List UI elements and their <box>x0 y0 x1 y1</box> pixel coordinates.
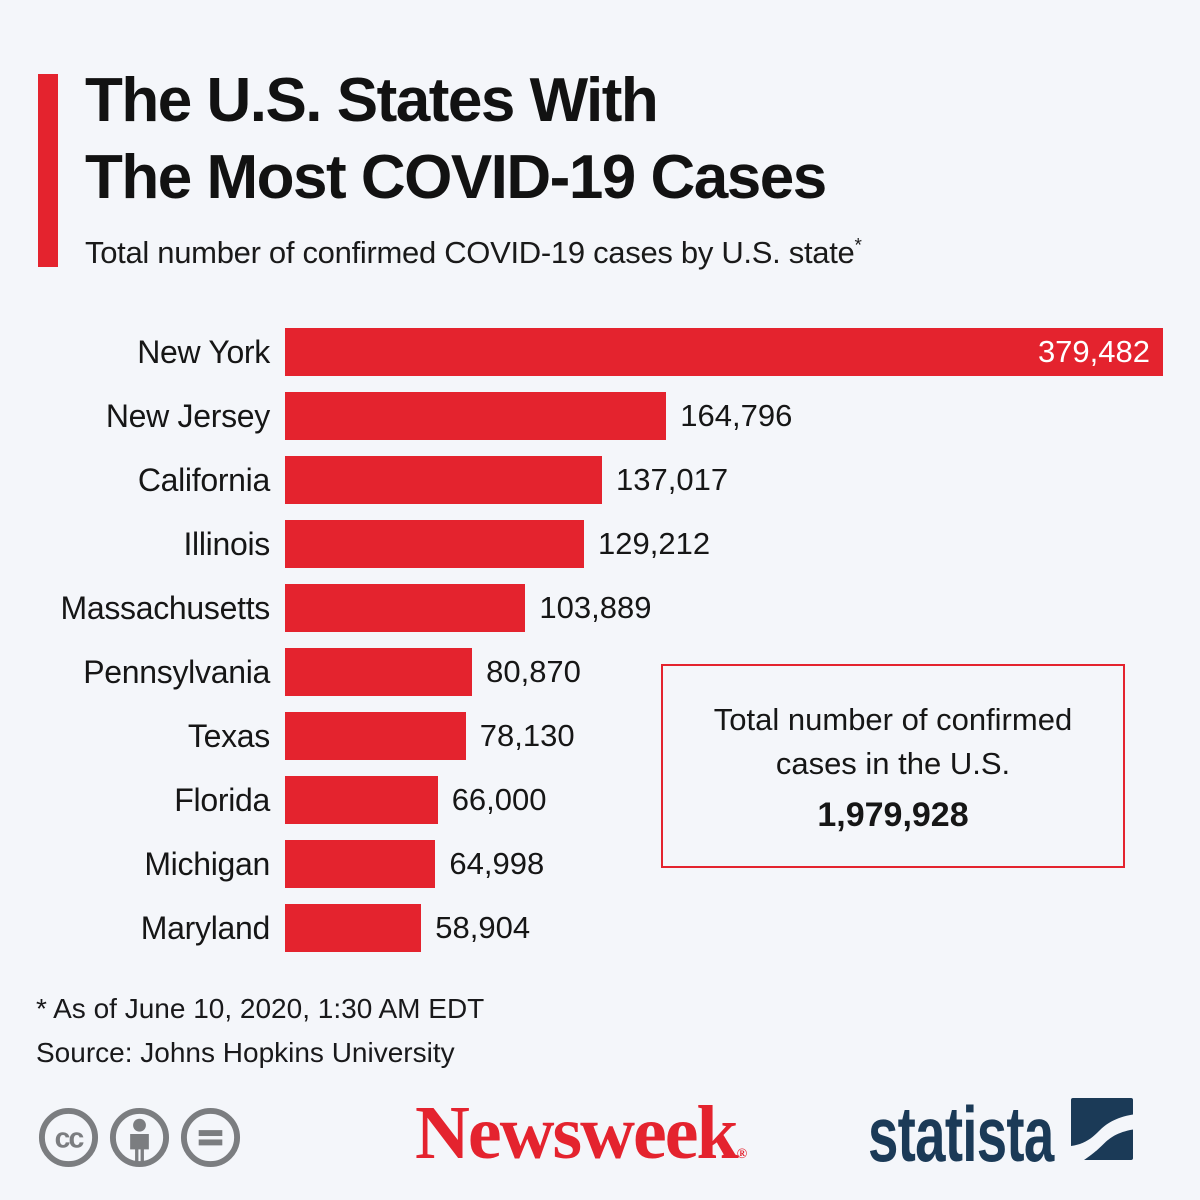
bar <box>285 392 667 440</box>
bar-value-label: 164,796 <box>680 398 793 433</box>
annotation-line-1: Total number of confirmed <box>713 701 1073 737</box>
bar-value-label: 137,017 <box>616 462 729 497</box>
bar: 379,482 <box>285 328 1163 376</box>
asterisk-footnote: * As of June 10, 2020, 1:30 AM EDT <box>36 993 485 1024</box>
source-line: Source: Johns Hopkins University <box>36 1037 455 1068</box>
bar-category-label: Pennsylvania <box>83 653 270 690</box>
bar-chart: New York 379,482 New Jersey 164,796 Californ… <box>35 328 1170 968</box>
title-line-2: The Most COVID-19 Cases <box>85 143 827 212</box>
newsweek-wordmark: Newsweek <box>415 1091 739 1175</box>
bar <box>285 840 436 888</box>
bar <box>285 904 422 952</box>
chart-row: California 137,017 <box>35 456 1170 504</box>
chart-row: Massachusetts 103,889 <box>35 584 1170 632</box>
bar-category-label: Texas <box>187 717 270 754</box>
bar-value-label: 64,998 <box>449 846 545 881</box>
registered-mark: ® <box>736 1147 748 1162</box>
statista-wordmark: statista <box>868 1090 1054 1178</box>
subtitle-text: Total number of confirmed COVID-19 cases… <box>85 235 855 270</box>
chart-row: Illinois 129,212 <box>35 520 1170 568</box>
bar-category-label: California <box>137 461 270 498</box>
chart-row: Pennsylvania 80,870 <box>35 648 1170 696</box>
bar-value-label: 379,482 <box>1037 334 1150 369</box>
bar <box>285 776 438 824</box>
bar-value-label: 58,904 <box>435 910 531 945</box>
bar-category-label: New Jersey <box>105 397 270 434</box>
no-derivatives-icon <box>179 1106 242 1174</box>
subtitle-footnote-marker: * <box>854 235 862 257</box>
bar-category-label: Florida <box>174 781 270 818</box>
bar <box>285 712 466 760</box>
bar-value-label: 103,889 <box>539 590 652 625</box>
bar-value-label: 66,000 <box>451 782 547 817</box>
bar-value-label: 78,130 <box>479 718 575 753</box>
cc-icon: cc <box>37 1106 100 1174</box>
chart-subtitle: Total number of confirmed COVID-19 cases… <box>85 235 862 271</box>
chart-row: New York 379,482 <box>35 328 1170 376</box>
bar-category-label: Michigan <box>144 845 270 882</box>
chart-row: Florida 66,000 <box>35 776 1170 824</box>
annotation-total-value: 1,979,928 <box>817 795 969 834</box>
chart-row: New Jersey 164,796 <box>35 392 1170 440</box>
bar-value-label: 80,870 <box>486 654 581 689</box>
chart-row: Michigan 64,998 <box>35 840 1170 888</box>
license-icons: cc <box>37 1106 242 1174</box>
newsweek-logo: Newsweek® <box>415 1095 748 1190</box>
statista-logo: statista <box>868 1090 1134 1178</box>
annotation-line-2: cases in the U.S. <box>775 745 1011 781</box>
bar-category-label: New York <box>137 333 270 370</box>
chart-row: Texas 78,130 <box>35 712 1170 760</box>
bar-value-label: 129,212 <box>598 526 711 561</box>
bar-category-label: Massachusetts <box>60 589 270 626</box>
attribution-icon <box>108 1106 171 1174</box>
total-cases-annotation-box: Total number of confirmed cases in the U… <box>661 664 1125 868</box>
bar <box>285 456 602 504</box>
bar <box>285 648 473 696</box>
chart-row: Maryland 58,904 <box>35 904 1170 952</box>
title-line-1: The U.S. States With <box>85 66 659 135</box>
svg-text:cc: cc <box>55 1122 85 1154</box>
statista-swoosh-icon <box>1071 1098 1134 1165</box>
page-title: The U.S. States With The Most COVID-19 C… <box>85 62 827 216</box>
bar <box>285 584 526 632</box>
bar-category-label: Maryland <box>140 909 271 946</box>
bar <box>285 520 584 568</box>
title-accent-bar <box>38 74 58 267</box>
bar-category-label: Illinois <box>183 525 270 562</box>
